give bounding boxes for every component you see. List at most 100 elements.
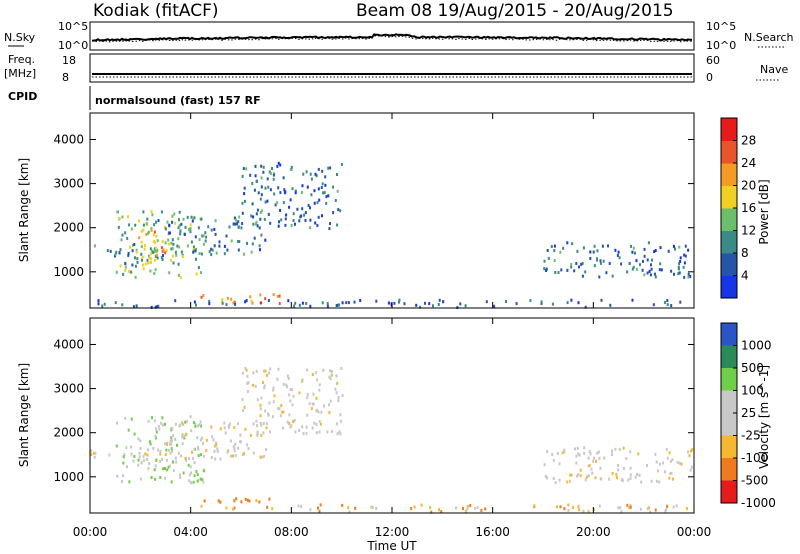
echo-cell bbox=[228, 424, 230, 428]
echo-cell bbox=[348, 510, 351, 514]
echo-cell bbox=[272, 293, 275, 296]
echo-cell bbox=[137, 458, 140, 462]
echo-cell bbox=[179, 229, 182, 233]
echo-cell bbox=[642, 259, 644, 263]
cpid-label: CPID bbox=[8, 90, 37, 103]
echo-cell bbox=[154, 246, 157, 250]
echo-cell bbox=[265, 448, 268, 451]
echo-cell bbox=[167, 448, 170, 452]
colorbar-segment bbox=[721, 480, 737, 504]
echo-cell bbox=[132, 459, 135, 463]
echo-cell bbox=[134, 275, 137, 279]
echo-cell bbox=[217, 499, 220, 503]
echo-cell bbox=[335, 391, 338, 395]
echo-cell bbox=[190, 240, 193, 244]
echo-cell bbox=[440, 510, 443, 514]
echo-cell bbox=[592, 250, 595, 254]
x-tick-label: 04:00 bbox=[173, 525, 208, 539]
echo-cell bbox=[573, 269, 576, 273]
echo-cell bbox=[153, 230, 156, 234]
beam-date-title: Beam 08 19/Aug/2015 - 20/Aug/2015 bbox=[356, 1, 674, 21]
echo-cell bbox=[338, 303, 340, 307]
echo-cell bbox=[246, 443, 249, 447]
echo-cell bbox=[124, 262, 127, 266]
echo-cell bbox=[151, 416, 153, 420]
echo-cell bbox=[161, 240, 164, 244]
echo-cell bbox=[266, 199, 269, 203]
echo-cell bbox=[245, 299, 248, 303]
echo-cell bbox=[179, 423, 181, 427]
echo-cell bbox=[200, 436, 203, 440]
echo-cell bbox=[684, 244, 687, 248]
echo-cell bbox=[237, 248, 240, 252]
echo-cell bbox=[593, 456, 595, 460]
echo-cell bbox=[646, 258, 649, 262]
echo-cell bbox=[567, 509, 570, 512]
echo-cell bbox=[321, 169, 324, 173]
echo-cell bbox=[232, 445, 235, 449]
echo-cell bbox=[157, 448, 160, 452]
echo-cell bbox=[139, 477, 142, 481]
echo-cell bbox=[185, 458, 188, 462]
freq-tick-low: 8 bbox=[62, 71, 69, 84]
echo-cell bbox=[157, 219, 160, 222]
echo-cell bbox=[254, 222, 257, 226]
echo-cell bbox=[267, 185, 270, 189]
echo-cell bbox=[156, 256, 159, 260]
echo-cell bbox=[237, 225, 240, 229]
echo-cell bbox=[269, 172, 272, 176]
echo-cell bbox=[262, 369, 265, 373]
echo-cell bbox=[670, 304, 673, 308]
echo-cell bbox=[134, 223, 137, 227]
echo-cell bbox=[331, 370, 333, 374]
echo-cell bbox=[260, 434, 263, 437]
echo-cell bbox=[329, 369, 331, 373]
echo-cell bbox=[165, 448, 168, 452]
echo-cell bbox=[229, 439, 232, 443]
echo-cell bbox=[161, 416, 164, 420]
echo-cell bbox=[148, 462, 151, 465]
echo-cell bbox=[424, 301, 426, 305]
echo-cell bbox=[666, 299, 669, 302]
echo-cell bbox=[200, 424, 203, 428]
echo-cell bbox=[578, 453, 581, 457]
echo-cell bbox=[691, 448, 694, 452]
echo-cell bbox=[635, 267, 638, 271]
echo-cell bbox=[575, 454, 578, 458]
echo-cell bbox=[192, 456, 194, 460]
echo-cell bbox=[589, 250, 592, 254]
echo-cell bbox=[139, 447, 142, 450]
echo-cell bbox=[164, 251, 167, 255]
echo-cell bbox=[118, 251, 121, 255]
echo-cell bbox=[563, 448, 566, 452]
echo-cell bbox=[572, 506, 574, 509]
echo-cell bbox=[316, 201, 319, 205]
noise-search-label: N.Search bbox=[744, 31, 794, 44]
colorbar-segment bbox=[721, 275, 737, 299]
echo-cell bbox=[269, 430, 271, 434]
echo-cell bbox=[246, 381, 249, 385]
echo-cell bbox=[171, 439, 174, 443]
echo-cell bbox=[154, 434, 157, 438]
echo-cell bbox=[170, 247, 173, 251]
echo-cell bbox=[339, 432, 342, 436]
colorbar-segment bbox=[721, 345, 737, 369]
echo-cell bbox=[556, 451, 559, 455]
echo-cell bbox=[157, 424, 160, 428]
echo-cell bbox=[181, 442, 184, 446]
echo-cell bbox=[543, 267, 546, 271]
echo-cell bbox=[151, 213, 154, 217]
echo-cell bbox=[176, 244, 179, 248]
echo-cell bbox=[557, 271, 560, 274]
echo-cell bbox=[315, 174, 318, 178]
echo-cell bbox=[243, 192, 246, 196]
echo-cell bbox=[172, 434, 175, 438]
echo-cell bbox=[118, 216, 120, 220]
echo-cell bbox=[198, 252, 201, 255]
colorbar-segment bbox=[721, 118, 737, 141]
echo-cell bbox=[253, 236, 256, 240]
echo-cell bbox=[318, 509, 321, 513]
echo-cell bbox=[632, 265, 635, 269]
echo-cell bbox=[596, 451, 599, 455]
echo-cell bbox=[223, 426, 226, 430]
